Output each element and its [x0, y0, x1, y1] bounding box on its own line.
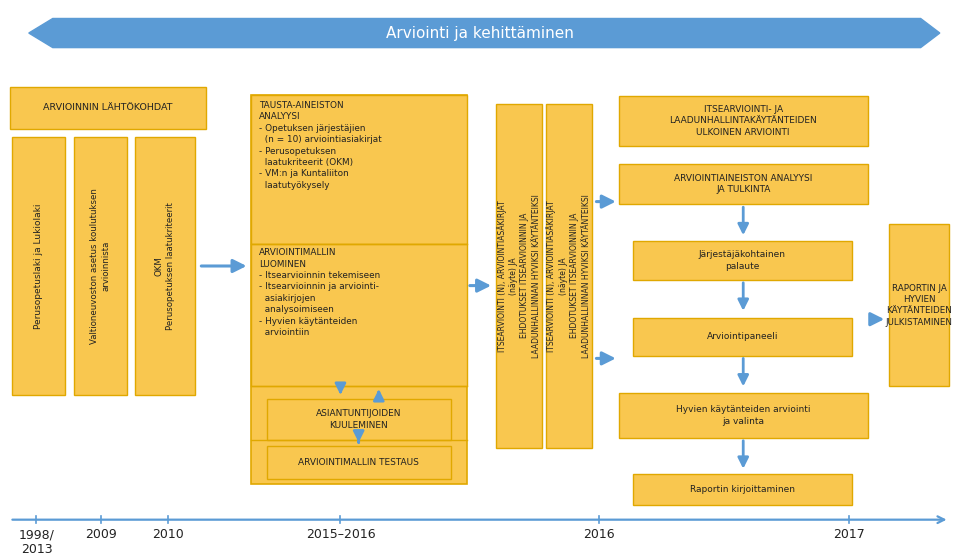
Bar: [267, 446, 451, 479]
Text: RAPORTIN JA
HYVIEN
KÄYTÄNTEIDEN
JULKISTAMINEN: RAPORTIN JA HYVIEN KÄYTÄNTEIDEN JULKISTA…: [886, 283, 952, 327]
Text: Raportin kirjoittaminen: Raportin kirjoittaminen: [690, 485, 795, 494]
Text: 2017: 2017: [832, 528, 865, 541]
Text: ITSEARVIOINTI (N), ARVIOINTIASÄKIRJAT
(näyte) JA
EHDOTUKSET ITSEARVIOINNIN JA
LA: ITSEARVIOINTI (N), ARVIOINTIASÄKIRJAT (n…: [547, 194, 591, 358]
Text: Valtioneuvoston asetus koulutuksen
arvioinnista: Valtioneuvoston asetus koulutuksen arvio…: [90, 188, 110, 344]
Bar: [12, 137, 65, 395]
Text: ITSEARVIOINTI- JA
LAADUNHALLINTAKÄYTÄNTEIDEN
ULKOINEN ARVIOINTI: ITSEARVIOINTI- JA LAADUNHALLINTAKÄYTÄNTE…: [669, 105, 817, 137]
Bar: [633, 241, 852, 280]
Text: ARVIOINTIMALLIN
LUOMINEN
- Itsearvioinnin tekemiseen
- Itsearvioinnin ja arvioin: ARVIOINTIMALLIN LUOMINEN - Itsearvioinni…: [259, 248, 380, 337]
Text: ARVIOINNIN LÄHTÖKOHDAT: ARVIOINNIN LÄHTÖKOHDAT: [43, 103, 173, 113]
Bar: [619, 164, 868, 204]
Text: Järjestäjäkohtainen
palaute: Järjestäjäkohtainen palaute: [699, 250, 785, 270]
Bar: [251, 95, 467, 484]
Text: ARVIOINTIAINEISTON ANALYYSI
JA TULKINTA: ARVIOINTIAINEISTON ANALYYSI JA TULKINTA: [674, 174, 812, 194]
Bar: [496, 104, 542, 448]
Text: Arviointipaneeli: Arviointipaneeli: [707, 332, 778, 341]
Text: ARVIOINTIMALLIN TESTAUS: ARVIOINTIMALLIN TESTAUS: [298, 458, 419, 467]
Bar: [619, 96, 868, 146]
Text: 2015–2016: 2015–2016: [306, 528, 375, 541]
Text: Arviointi ja kehittäminen: Arviointi ja kehittäminen: [386, 26, 573, 40]
Bar: [135, 137, 195, 395]
Bar: [633, 318, 852, 356]
Text: Hyvien käytänteiden arviointi
ja valinta: Hyvien käytänteiden arviointi ja valinta: [676, 405, 810, 426]
Bar: [10, 87, 206, 129]
Text: 2010: 2010: [152, 528, 184, 541]
Text: 2009: 2009: [84, 528, 117, 541]
Bar: [267, 399, 451, 440]
Bar: [251, 95, 467, 244]
Bar: [546, 104, 592, 448]
Bar: [74, 137, 127, 395]
Text: TAUSTA-AINEISTON
ANALYYSI
- Opetuksen järjestäjien
  (n = 10) arviointiasiakirja: TAUSTA-AINEISTON ANALYYSI - Opetuksen jä…: [259, 101, 382, 190]
Text: ITSEARVIOINTI (N), ARVIOINTIASÄKIRJAT
(näyte) JA
EHDOTUKSET ITSEARVIOINNIN JA
LA: ITSEARVIOINTI (N), ARVIOINTIASÄKIRJAT (n…: [497, 194, 541, 358]
Bar: [633, 474, 852, 505]
Polygon shape: [29, 18, 940, 48]
Bar: [619, 393, 868, 438]
Text: ASIANTUNTIJOIDEN
KUULEMINEN: ASIANTUNTIJOIDEN KUULEMINEN: [316, 409, 402, 430]
Text: Perusopetuslaki ja Lukiolaki: Perusopetuslaki ja Lukiolaki: [35, 203, 43, 329]
Bar: [889, 224, 949, 386]
Text: 1998/
2013: 1998/ 2013: [18, 528, 55, 556]
Text: OKM
Perusopetuksen laatukriteerit: OKM Perusopetuksen laatukriteerit: [154, 202, 175, 330]
Text: 2016: 2016: [584, 528, 615, 541]
Bar: [251, 244, 467, 386]
